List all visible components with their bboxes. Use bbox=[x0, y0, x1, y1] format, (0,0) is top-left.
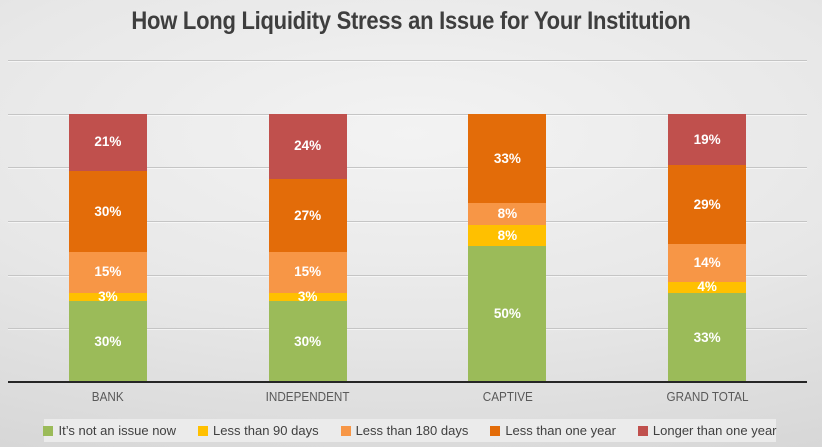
bar-segment: 27% bbox=[268, 178, 347, 252]
bar-segment-value-label: 3% bbox=[98, 288, 118, 304]
bar-segment-value-label: 29% bbox=[693, 196, 721, 212]
bar-segment: 30% bbox=[68, 300, 147, 382]
bar-segment-value-label: 8% bbox=[497, 227, 518, 243]
bar-segment: 8% bbox=[468, 224, 547, 247]
bar-segment-value-label: 24% bbox=[294, 138, 322, 154]
bar-segment-value-label: 30% bbox=[94, 333, 122, 349]
gridline bbox=[8, 113, 807, 115]
gridline bbox=[8, 328, 807, 330]
legend-color-swatch-icon bbox=[637, 425, 648, 436]
stacked-bar: 30% 3% 15% 30% 21% bbox=[68, 113, 147, 382]
bar-segment: 19% bbox=[668, 113, 747, 166]
bar-segment-value-label: 8% bbox=[497, 206, 518, 222]
bar-columns: 30% 3% 15% 30% 21% 30% 3% 15% 27% 24% 50% 8% 8% 33% 33… bbox=[8, 60, 807, 382]
plot-area: 30% 3% 15% 30% 21% 30% 3% 15% 27% 24% 50% 8% 8% 33% 33… bbox=[8, 60, 807, 383]
bar-segment: 3% bbox=[268, 288, 347, 304]
x-axis-category-label-text: CAPTIVE bbox=[482, 389, 533, 404]
bar-column: 30% 3% 15% 27% 24% bbox=[208, 60, 408, 382]
bar-segment-value-label: 30% bbox=[94, 203, 122, 219]
x-axis-category-label: INDEPENDENT bbox=[208, 389, 408, 404]
x-axis-category-label: CAPTIVE bbox=[408, 389, 608, 404]
bar-segment: 4% bbox=[668, 279, 747, 295]
legend-item: It’s not an issue now bbox=[43, 423, 176, 438]
legend-color-swatch-icon bbox=[43, 425, 54, 436]
legend-item: Less than 90 days bbox=[198, 423, 319, 438]
bar-segment-value-label: 21% bbox=[94, 134, 122, 150]
bar-segment: 29% bbox=[668, 165, 747, 244]
stacked-bar: 33% 4% 14% 29% 19% bbox=[668, 113, 747, 382]
bar-segment: 30% bbox=[268, 300, 347, 382]
gridline bbox=[8, 167, 807, 169]
bar-segment: 15% bbox=[68, 251, 147, 293]
legend-color-swatch-icon bbox=[340, 425, 351, 436]
gridline bbox=[8, 274, 807, 276]
legend-color-swatch-icon bbox=[490, 425, 501, 436]
bar-segment-value-label: 19% bbox=[693, 131, 721, 147]
bar-column: 30% 3% 15% 30% 21% bbox=[8, 60, 208, 382]
legend-item-label: It’s not an issue now bbox=[58, 423, 177, 438]
x-axis-labels: BANK INDEPENDENT CAPTIVE GRAND TOTAL bbox=[8, 389, 807, 404]
bar-segment-value-label: 33% bbox=[693, 329, 721, 345]
stacked-bar: 50% 8% 8% 33% bbox=[468, 113, 547, 382]
bar-segment: 33% bbox=[468, 113, 547, 204]
x-axis-category-label: GRAND TOTAL bbox=[607, 389, 807, 404]
legend-item: Less than 180 days bbox=[340, 423, 469, 438]
legend-item: Less than one year bbox=[490, 423, 616, 438]
legend-item: Longer than one year bbox=[637, 423, 777, 438]
bar-segment: 14% bbox=[668, 243, 747, 282]
legend-item-label: Longer than one year bbox=[652, 423, 777, 438]
bar-segment: 24% bbox=[268, 113, 347, 179]
bar-segment: 3% bbox=[68, 288, 147, 304]
bar-segment-value-label: 3% bbox=[297, 288, 318, 304]
legend: It’s not an issue now Less than 90 days Le… bbox=[43, 419, 777, 442]
x-axis-category-label-text: INDEPENDENT bbox=[265, 389, 350, 404]
stacked-bar: 30% 3% 15% 27% 24% bbox=[268, 113, 347, 382]
x-axis-line bbox=[8, 381, 807, 383]
bar-segment: 30% bbox=[68, 170, 147, 252]
x-axis-category-label: BANK bbox=[8, 389, 208, 404]
bar-segment-value-label: 15% bbox=[294, 264, 322, 280]
x-axis-category-label-text: BANK bbox=[91, 389, 124, 404]
bar-segment: 15% bbox=[268, 251, 347, 293]
bar-segment: 21% bbox=[68, 113, 147, 171]
gridline bbox=[8, 60, 807, 61]
legend-item-label: Less than 180 days bbox=[355, 423, 469, 438]
legend-item-label: Less than 90 days bbox=[213, 423, 319, 438]
bar-segment-value-label: 15% bbox=[94, 264, 122, 280]
bar-segment-value-label: 33% bbox=[493, 150, 521, 166]
legend-color-swatch-icon bbox=[198, 425, 209, 436]
bar-segment: 50% bbox=[468, 246, 547, 382]
bar-segment: 33% bbox=[668, 292, 747, 382]
bar-segment-value-label: 4% bbox=[697, 279, 717, 295]
gridline bbox=[8, 221, 807, 222]
bar-segment-value-label: 30% bbox=[294, 333, 322, 349]
bar-segment-value-label: 50% bbox=[493, 306, 521, 322]
bar-segment-value-label: 27% bbox=[294, 207, 322, 223]
chart-title: How Long Liquidity Stress an Issue for Y… bbox=[131, 7, 691, 35]
bar-column: 50% 8% 8% 33% bbox=[408, 60, 608, 382]
legend-item-label: Less than one year bbox=[505, 423, 616, 438]
x-axis-category-label-text: GRAND TOTAL bbox=[666, 389, 749, 404]
bar-segment: 8% bbox=[468, 203, 547, 225]
bar-column: 33% 4% 14% 29% 19% bbox=[607, 60, 807, 382]
bar-segment-value-label: 14% bbox=[693, 255, 721, 271]
